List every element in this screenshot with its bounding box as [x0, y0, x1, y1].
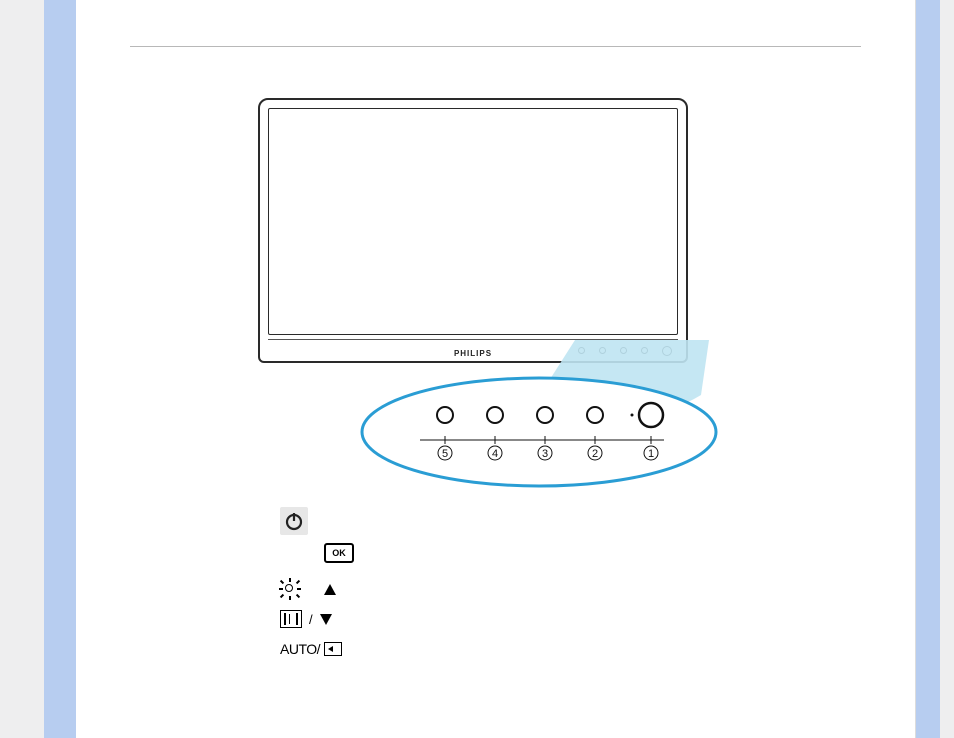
horizontal-rule	[130, 46, 861, 47]
ok-label: OK	[332, 545, 346, 561]
zoom-svg: 5 4 3 2 1	[354, 340, 737, 492]
legend: OK	[280, 504, 354, 664]
monitor-illustration: PHILIPS	[258, 98, 688, 363]
triangle-up-icon	[324, 584, 336, 595]
right-accent-bar	[916, 0, 940, 738]
adjust-icon	[280, 610, 302, 628]
svg-text:5: 5	[442, 448, 448, 460]
ok-icon: OK	[324, 543, 354, 563]
legend-row-ok: OK	[324, 538, 354, 568]
legend-row-brightness	[280, 574, 354, 604]
auto-label: AUTO/	[280, 641, 320, 657]
legend-row-power	[280, 504, 354, 538]
document-content: PHILIPS 5 4	[76, 0, 916, 738]
slash-separator: /	[309, 612, 313, 627]
zoom-ellipse	[362, 378, 716, 486]
power-icon	[280, 507, 308, 535]
control-zoom-diagram: 5 4 3 2 1	[354, 340, 737, 492]
legend-row-auto: AUTO/	[280, 634, 354, 664]
legend-row-adjust: /	[280, 604, 354, 634]
svg-text:1: 1	[648, 448, 654, 460]
monitor-screen	[268, 108, 678, 335]
svg-text:4: 4	[492, 448, 498, 460]
brightness-icon	[280, 579, 300, 599]
return-icon	[324, 642, 342, 656]
left-accent-bar	[44, 0, 76, 738]
svg-text:3: 3	[542, 448, 548, 460]
triangle-down-icon	[320, 614, 332, 625]
page-root: PHILIPS 5 4	[0, 0, 954, 738]
svg-text:2: 2	[592, 448, 598, 460]
